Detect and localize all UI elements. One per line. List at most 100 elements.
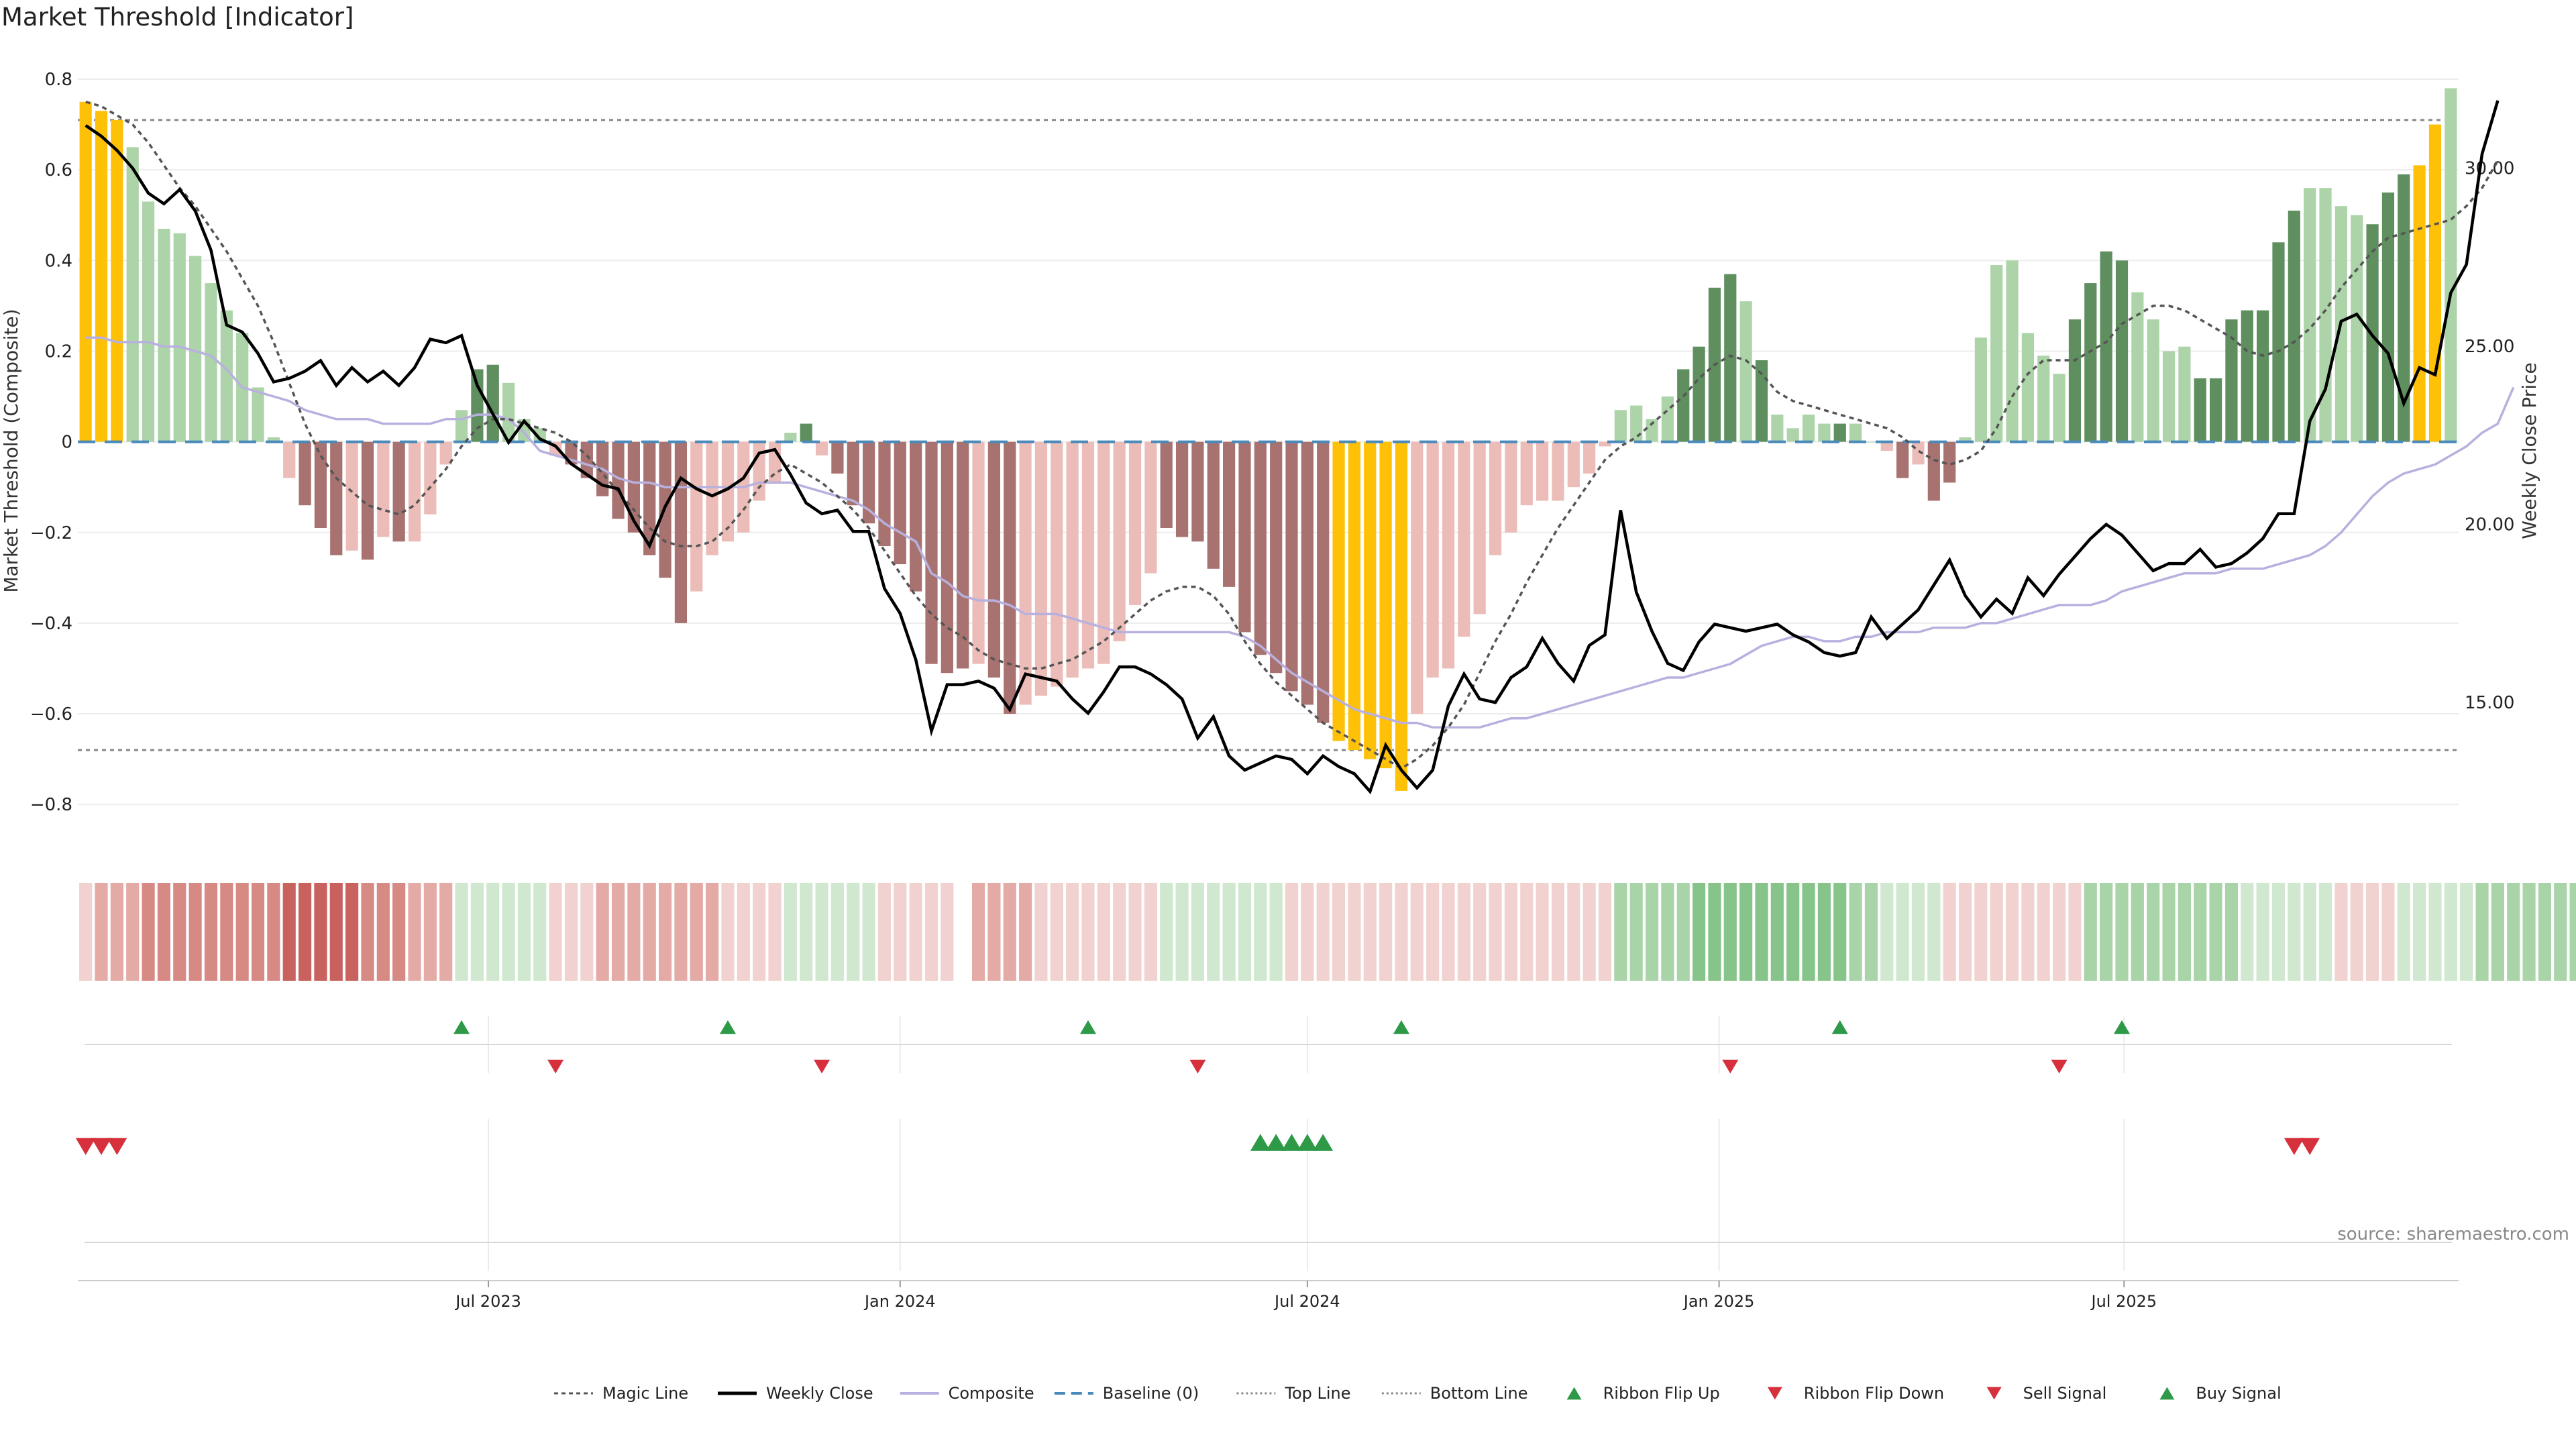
y-axis-label: Market Threshold (Composite) (0, 309, 22, 592)
ribbon-cell (643, 883, 656, 981)
ribbon-cell (1974, 883, 1988, 981)
ribbon-cell (1207, 883, 1220, 981)
ribbon-cell (2366, 883, 2379, 981)
ribbon-cell (1348, 883, 1361, 981)
ribbon-cell (1817, 883, 1831, 981)
ribbon-cell (2131, 883, 2144, 981)
x-tick-label: Jul 2025 (2090, 1292, 2157, 1311)
ribbon-cell (1958, 883, 1972, 981)
bar (283, 441, 296, 478)
ribbon-cell (1802, 883, 1815, 981)
ribbon-cell (1410, 883, 1424, 981)
bar (1332, 441, 1345, 741)
ribbon-cell (1770, 883, 1784, 981)
ribbon-cell (2569, 883, 2576, 981)
bar (815, 441, 828, 455)
ribbon-cell (220, 883, 233, 981)
ribbon-cell (737, 883, 750, 981)
ribbon-cell (1269, 883, 1283, 981)
ribbon-cell (2444, 883, 2457, 981)
legend-swatch (2159, 1387, 2175, 1400)
bar (941, 441, 953, 674)
bar (1974, 337, 1987, 442)
ribbon-cell (1614, 883, 1627, 981)
bar (1771, 415, 1784, 442)
y-tick-label: −0.8 (30, 795, 72, 815)
bar (1223, 441, 1236, 587)
ribbon-cell (1676, 883, 1690, 981)
bar (1599, 441, 1611, 447)
buy-signal-marker (1250, 1134, 1271, 1151)
ribbon-cell (1160, 883, 1173, 981)
bar (189, 256, 202, 442)
y-tick-label: 0.4 (45, 251, 72, 271)
ribbon-cell (2288, 883, 2301, 981)
composite-bars (79, 88, 2457, 791)
ribbon-cell (1144, 883, 1157, 981)
chart-title: Market Threshold [Indicator] (1, 3, 354, 32)
ribbon-cell (173, 883, 186, 981)
ribbon-flip-up-marker (1079, 1020, 1096, 1034)
ribbon-cell (2209, 883, 2222, 981)
legend-label: Magic Line (602, 1384, 688, 1403)
ribbon-cell (2100, 883, 2113, 981)
bar (2084, 283, 2097, 442)
bar (1301, 441, 1313, 705)
bar (2225, 319, 2238, 442)
ribbon-cell (157, 883, 170, 981)
ribbon-cell (1442, 883, 1455, 981)
bar (1191, 441, 1204, 542)
bar (1802, 415, 1815, 442)
bar (111, 119, 123, 442)
ribbon-cell (204, 883, 218, 981)
ribbon-cell (1504, 883, 1517, 981)
bar (1661, 396, 1674, 442)
ribbon-cell (1379, 883, 1393, 981)
bar (2445, 88, 2457, 442)
bar (1990, 265, 2003, 442)
ribbon-cell (862, 883, 875, 981)
ribbon-cell (2413, 883, 2426, 981)
ribbon-cell (329, 883, 343, 981)
bar (2194, 378, 2206, 442)
ribbon-cell (1551, 883, 1565, 981)
ribbon-cell (95, 883, 108, 981)
bar (1927, 441, 1940, 501)
bar (1317, 441, 1330, 723)
ribbon-cell (298, 883, 312, 981)
ribbon-cell (502, 883, 515, 981)
x-axis: Jul 2023 Jan 2024 Jul 2024 Jan 2025 Jul 2025 (78, 1280, 2459, 1311)
legend-label: Composite (949, 1384, 1034, 1403)
x-tick-label: Jul 2023 (454, 1292, 521, 1311)
ribbon-cell (1332, 883, 1346, 981)
magic-line (85, 101, 2499, 770)
series-lines (78, 100, 2515, 795)
ribbon-cell (690, 883, 703, 981)
ribbon-flip-up-marker (719, 1020, 736, 1034)
bar (957, 441, 969, 669)
legend-item: Composite (900, 1384, 1034, 1403)
source-note: source: sharemaestro.com (2337, 1224, 2569, 1244)
bar (1520, 441, 1533, 506)
bar (1880, 441, 1893, 451)
ribbon-cell (1034, 883, 1048, 981)
ribbon-cell (1629, 883, 1643, 981)
ribbon-cell (1598, 883, 1612, 981)
bar (894, 441, 906, 565)
ribbon-cell (924, 883, 938, 981)
ribbon-flip-up-marker (1831, 1020, 1848, 1034)
legend-label: Buy Signal (2196, 1384, 2281, 1403)
ribbon-cell (455, 883, 468, 981)
ribbon-cell (1723, 883, 1737, 981)
ribbon-cell (877, 883, 892, 981)
legend-label: Sell Signal (2023, 1384, 2107, 1403)
ribbon-cell (1864, 883, 1878, 981)
ribbon-cell (1786, 883, 1800, 981)
ribbon-cell (1645, 883, 1659, 981)
y2-axis-label: Weekly Close Price (2518, 362, 2540, 539)
y2-tick-label: 15.00 (2465, 693, 2514, 713)
bar (1113, 441, 1126, 641)
sell-signal-marker (107, 1138, 127, 1155)
ribbon-cell (1693, 883, 1706, 981)
ribbon-cell (2005, 883, 2019, 981)
